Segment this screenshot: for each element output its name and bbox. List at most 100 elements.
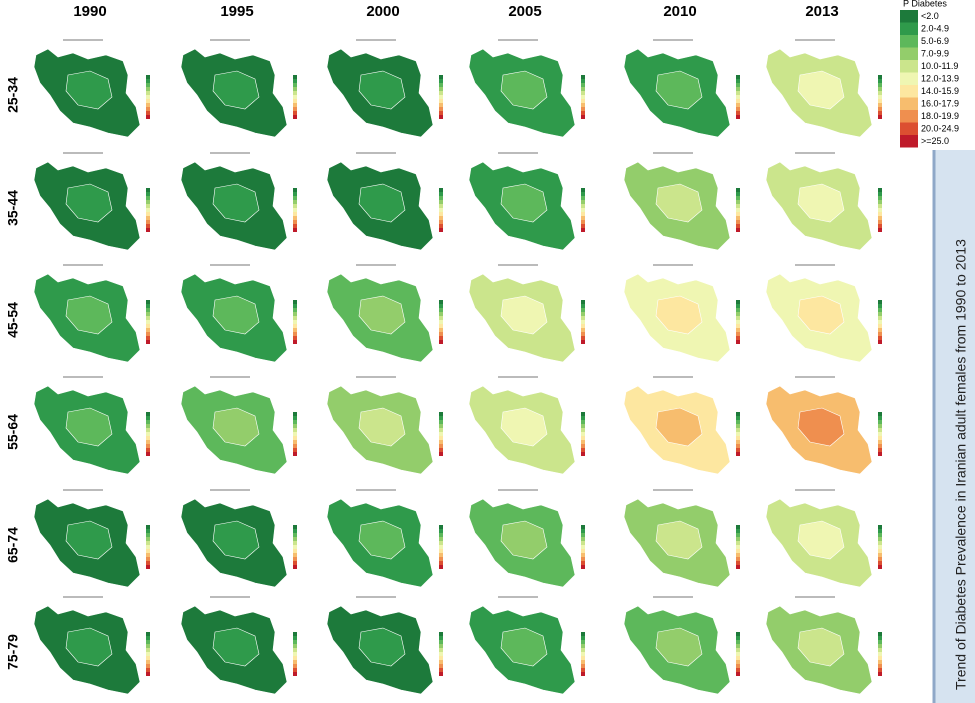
mini-legend [439, 103, 443, 107]
mini-legend [146, 636, 150, 640]
mini-legend [146, 300, 150, 304]
mini-legend [736, 200, 740, 204]
map-cell [468, 264, 585, 363]
mini-legend [581, 200, 585, 204]
mini-legend [293, 103, 297, 107]
mini-legend [878, 316, 882, 320]
mini-legend [878, 75, 882, 79]
map-title-stub [63, 596, 103, 598]
mini-legend [146, 204, 150, 208]
mini-legend [878, 188, 882, 192]
mini-legend [736, 300, 740, 304]
mini-legend [146, 432, 150, 436]
mini-legend [878, 300, 882, 304]
legend-label: 10.0-11.9 [921, 61, 958, 71]
mini-legend [581, 111, 585, 115]
mini-legend [439, 192, 443, 196]
province-region [212, 627, 260, 667]
mini-legend [736, 312, 740, 316]
mini-legend [439, 565, 443, 569]
map-title-stub [795, 39, 835, 41]
mini-legend [146, 224, 150, 228]
mini-legend [878, 533, 882, 537]
mini-legend [581, 648, 585, 652]
map-title-stub [356, 264, 396, 266]
mini-legend [146, 656, 150, 660]
mini-legend [146, 549, 150, 553]
mini-legend [581, 640, 585, 644]
mini-legend [736, 664, 740, 668]
mini-legend [736, 640, 740, 644]
legend-label: >=25.0 [921, 136, 949, 146]
mini-legend [439, 111, 443, 115]
legend-swatch [900, 60, 918, 73]
mini-legend [146, 99, 150, 103]
mini-legend [293, 200, 297, 204]
mini-legend [581, 420, 585, 424]
province-region [358, 70, 406, 110]
mini-legend [439, 412, 443, 416]
mini-legend [293, 553, 297, 557]
map-title-stub [498, 152, 538, 154]
mini-legend [146, 87, 150, 91]
mini-legend [439, 87, 443, 91]
mini-legend [293, 541, 297, 545]
mini-legend [293, 99, 297, 103]
mini-legend [581, 672, 585, 676]
mini-legend [293, 224, 297, 228]
mini-legend [878, 529, 882, 533]
map-cell [33, 376, 150, 475]
mini-legend [736, 212, 740, 216]
mini-legend [581, 545, 585, 549]
legend-swatch [900, 110, 918, 123]
mini-legend [146, 533, 150, 537]
map-title-stub [210, 152, 250, 154]
mini-legend [581, 312, 585, 316]
mini-legend [878, 436, 882, 440]
mini-legend [736, 79, 740, 83]
mini-legend [293, 436, 297, 440]
mini-legend [439, 428, 443, 432]
map-cell [180, 489, 297, 588]
column-label: 2005 [508, 3, 541, 20]
province-region [655, 520, 703, 560]
map-title-stub [795, 152, 835, 154]
mini-legend [878, 561, 882, 565]
province-region [500, 70, 548, 110]
mini-legend [439, 115, 443, 119]
province-region [500, 627, 548, 667]
map-cell [765, 264, 882, 363]
mini-legend [439, 416, 443, 420]
province-region [212, 183, 260, 223]
map-title-stub [795, 376, 835, 378]
map-cell [765, 39, 882, 138]
map-title-stub [795, 489, 835, 491]
mini-legend [146, 541, 150, 545]
map-cell [468, 596, 585, 695]
province-region [797, 520, 845, 560]
mini-legend [736, 83, 740, 87]
mini-legend [878, 107, 882, 111]
mini-legend [146, 188, 150, 192]
mini-legend [146, 316, 150, 320]
mini-legend [439, 636, 443, 640]
mini-legend [878, 432, 882, 436]
mini-legend [878, 664, 882, 668]
mini-legend [736, 428, 740, 432]
mini-legend [736, 336, 740, 340]
mini-legend [293, 424, 297, 428]
mini-legend [736, 656, 740, 660]
mini-legend [146, 565, 150, 569]
mini-legend [439, 196, 443, 200]
mini-legend [293, 212, 297, 216]
map-cell [468, 489, 585, 588]
mini-legend [439, 672, 443, 676]
mini-legend [293, 308, 297, 312]
province-region [212, 407, 260, 447]
map-title-stub [356, 152, 396, 154]
mini-legend [878, 79, 882, 83]
map-cell [180, 152, 297, 251]
legend-label: 2.0-4.9 [921, 23, 949, 33]
mini-legend [439, 336, 443, 340]
